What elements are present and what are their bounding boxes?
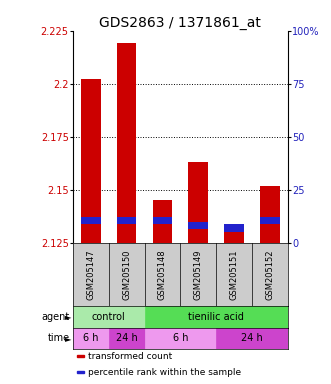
Bar bbox=[216, 328, 288, 349]
Bar bbox=[153, 200, 172, 243]
Text: 6 h: 6 h bbox=[83, 333, 99, 343]
Bar bbox=[109, 328, 145, 349]
Title: GDS2863 / 1371861_at: GDS2863 / 1371861_at bbox=[99, 16, 261, 30]
Bar bbox=[188, 222, 208, 230]
Bar bbox=[117, 217, 136, 224]
Bar bbox=[153, 217, 172, 224]
Text: tienilic acid: tienilic acid bbox=[188, 312, 244, 322]
Bar bbox=[73, 328, 109, 349]
Text: agent: agent bbox=[41, 312, 70, 322]
Bar bbox=[260, 185, 280, 243]
Text: GSM205151: GSM205151 bbox=[230, 249, 239, 300]
Bar bbox=[260, 217, 280, 224]
Bar bbox=[77, 371, 84, 373]
Text: GSM205150: GSM205150 bbox=[122, 249, 131, 300]
Text: 6 h: 6 h bbox=[173, 333, 188, 343]
Text: ►: ► bbox=[65, 334, 72, 343]
Bar bbox=[73, 306, 145, 328]
Text: time: time bbox=[47, 333, 70, 343]
Bar bbox=[81, 217, 101, 224]
Text: 24 h: 24 h bbox=[116, 333, 137, 343]
Bar bbox=[145, 306, 288, 328]
Bar bbox=[117, 43, 136, 243]
Text: 24 h: 24 h bbox=[241, 333, 263, 343]
Text: ►: ► bbox=[65, 313, 72, 321]
Text: control: control bbox=[92, 312, 125, 322]
Bar bbox=[224, 226, 244, 243]
Text: GSM205152: GSM205152 bbox=[265, 249, 274, 300]
Bar bbox=[81, 79, 101, 243]
Text: percentile rank within the sample: percentile rank within the sample bbox=[88, 367, 241, 377]
Bar bbox=[224, 224, 244, 232]
Bar bbox=[188, 162, 208, 243]
Text: GSM205148: GSM205148 bbox=[158, 249, 167, 300]
Bar bbox=[145, 328, 216, 349]
Text: GSM205147: GSM205147 bbox=[86, 249, 95, 300]
Text: GSM205149: GSM205149 bbox=[194, 249, 203, 300]
Bar bbox=[77, 356, 84, 357]
Text: transformed count: transformed count bbox=[88, 352, 172, 361]
